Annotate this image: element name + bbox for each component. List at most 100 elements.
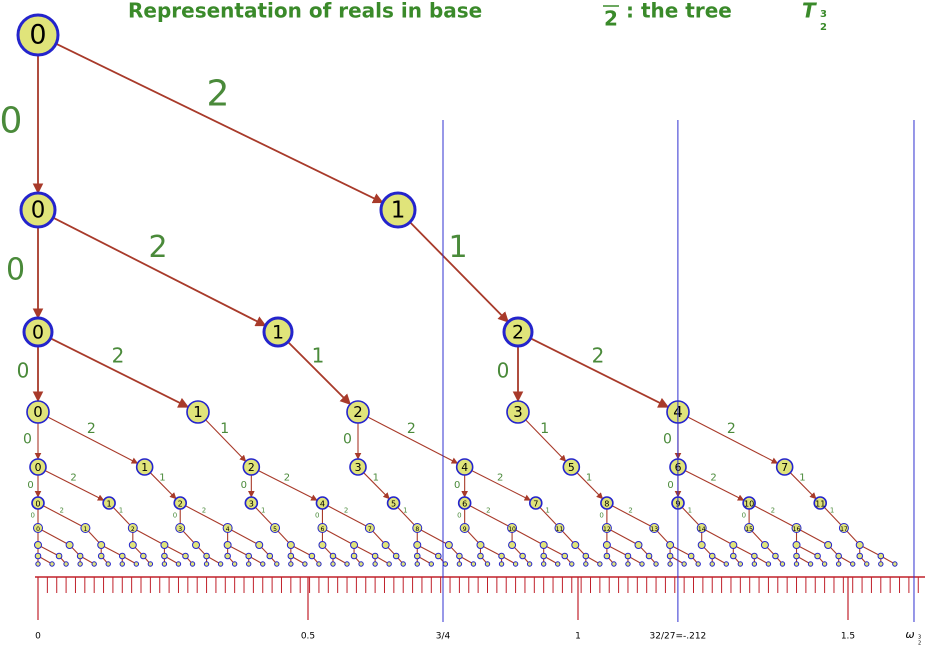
node-label: 0 (36, 526, 40, 533)
edge (714, 556, 725, 564)
edge-label: 0 (31, 512, 35, 520)
edge (503, 556, 514, 564)
edge (60, 557, 66, 563)
node (498, 552, 505, 560)
edge (467, 530, 479, 543)
edge-label: 0 (27, 480, 33, 491)
node (135, 458, 154, 476)
node (55, 552, 63, 560)
edge (736, 546, 753, 556)
title-frac-num: 3 (604, 0, 618, 5)
node-label: 1 (83, 526, 87, 533)
edge (576, 472, 604, 500)
node (223, 541, 232, 549)
edge (469, 505, 509, 527)
edge (185, 505, 224, 527)
node (105, 561, 111, 567)
node (34, 541, 42, 549)
edge (313, 557, 318, 563)
node-label: 4 (226, 526, 230, 533)
edge (481, 557, 487, 563)
node (649, 523, 660, 533)
node (477, 552, 484, 560)
node-label: 13 (650, 526, 658, 533)
edge (754, 505, 793, 527)
node-label: 10 (508, 526, 516, 533)
edge-label: 2 (771, 506, 775, 514)
node (484, 561, 491, 567)
edge-label: 2 (87, 421, 96, 437)
node (76, 552, 84, 560)
edge (186, 557, 192, 563)
node (507, 523, 518, 533)
node (329, 552, 337, 560)
node (242, 458, 261, 476)
node-label: 1 (141, 461, 148, 474)
node (554, 523, 565, 533)
node (189, 561, 196, 567)
node-label: 3 (355, 461, 362, 474)
edge (577, 547, 585, 555)
title-frac-den: 2 (604, 7, 618, 31)
edge (483, 546, 500, 556)
node-label: 2 (353, 403, 362, 421)
node (392, 552, 400, 560)
edge (705, 529, 731, 544)
node (850, 561, 856, 567)
edge-label: 0 (457, 512, 461, 520)
node (34, 552, 42, 560)
node (540, 561, 547, 567)
edge (327, 505, 367, 527)
edge-label: 2 (70, 473, 76, 484)
edge-label: 0 (23, 432, 32, 448)
node (498, 561, 505, 567)
node-label: 0 (33, 403, 42, 421)
node-label: 7 (781, 461, 788, 474)
edge-label: 2 (284, 473, 290, 484)
node (65, 541, 74, 549)
title-suffix: : the tree (626, 0, 732, 23)
edges (32, 42, 894, 564)
edge (250, 556, 262, 564)
node-label: 8 (415, 526, 419, 533)
edge (149, 472, 177, 500)
node (119, 561, 125, 567)
title-sub-num: 3 (820, 9, 827, 20)
axis-label: 0.5 (301, 632, 315, 642)
node (175, 561, 182, 567)
edge (287, 341, 351, 405)
node-label: 2 (178, 499, 183, 509)
node (814, 552, 821, 560)
node (308, 552, 316, 560)
edge (882, 556, 894, 564)
node (22, 316, 54, 348)
edge-label: 2 (112, 344, 125, 368)
edge (566, 557, 571, 563)
node-label: 7 (368, 526, 372, 533)
node (653, 561, 659, 567)
node (175, 523, 186, 533)
edge-label: 0 (599, 512, 603, 520)
edge (261, 547, 269, 555)
node (435, 552, 442, 560)
node (813, 496, 828, 510)
node-label: 2 (131, 526, 135, 533)
node (792, 541, 801, 549)
node (476, 541, 485, 549)
node (742, 496, 756, 510)
edge (611, 505, 651, 527)
node (751, 561, 758, 567)
edge-label: 2 (148, 230, 167, 265)
edge-label: 2 (497, 473, 503, 484)
edge (703, 547, 711, 555)
node-label: 6 (321, 526, 325, 533)
node (350, 541, 359, 549)
axis-label: 32/27=-.212 (650, 632, 707, 642)
edge (640, 547, 648, 555)
node (222, 523, 233, 533)
node (350, 552, 358, 560)
edge (397, 557, 403, 563)
node (772, 552, 779, 560)
edge (82, 556, 93, 564)
edge (546, 546, 563, 556)
